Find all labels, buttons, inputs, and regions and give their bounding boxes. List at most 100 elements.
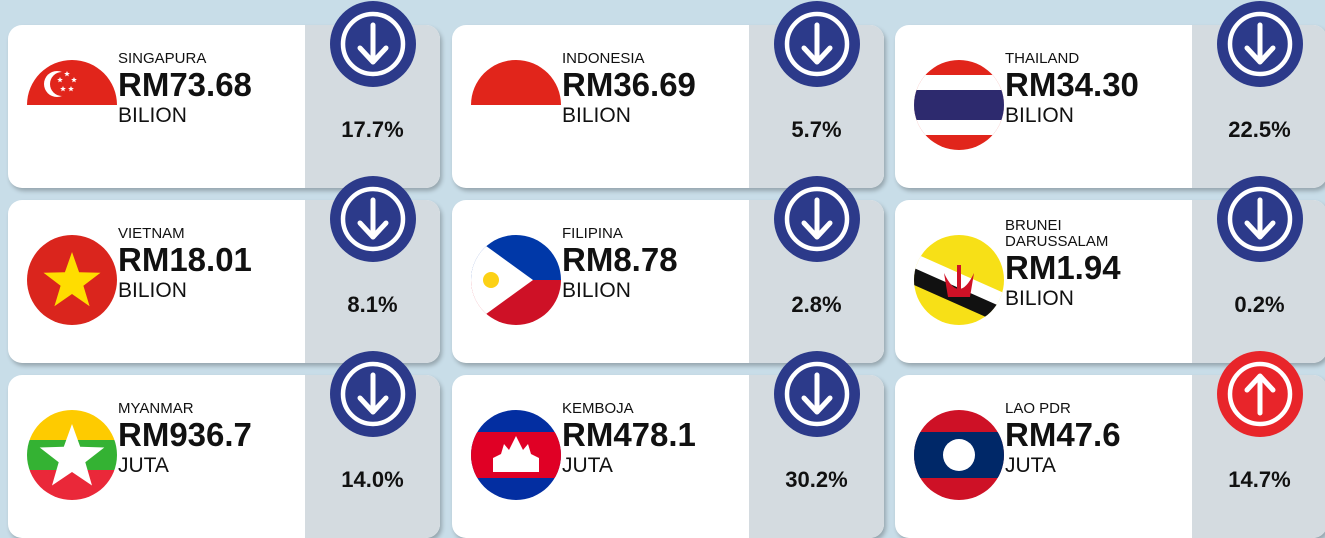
icon-ring xyxy=(1227,186,1293,252)
icon-arrow xyxy=(1244,373,1276,416)
icon-ring xyxy=(1227,11,1293,77)
country-name: SINGAPURA xyxy=(118,50,207,67)
trade-value: RM47.6 xyxy=(1005,416,1121,453)
change-percent: 5.7% xyxy=(791,117,842,142)
text-block: THAILAND RM34.30 BILION xyxy=(1005,25,1185,155)
country-name: LAO PDR xyxy=(1005,400,1071,417)
flag xyxy=(27,410,117,500)
flag xyxy=(914,235,1004,325)
flag-art xyxy=(471,60,561,150)
card: MYANMAR RM936.7 JUTA 14.0% xyxy=(8,351,440,538)
flag xyxy=(27,60,117,150)
icon-ring xyxy=(784,186,850,252)
change-percent: 17.7% xyxy=(341,117,404,142)
value-unit: JUTA xyxy=(1005,454,1056,477)
icon-arrow xyxy=(801,197,833,240)
flag-part xyxy=(914,90,1004,120)
icon-ring xyxy=(1227,361,1293,427)
text-block: VIETNAM RM18.01 BILION xyxy=(118,200,298,330)
direction-icon xyxy=(1217,1,1303,87)
direction-icon xyxy=(330,1,416,87)
direction-icon xyxy=(1217,176,1303,262)
flag-art xyxy=(914,235,1004,325)
flag-part xyxy=(39,424,105,486)
flag-part xyxy=(471,60,561,105)
card: VIETNAM RM18.01 BILION 8.1% xyxy=(8,176,440,363)
flag-art xyxy=(471,235,561,325)
direction-icon xyxy=(774,351,860,437)
text-block: MYANMAR RM936.7 JUTA xyxy=(118,375,298,505)
card: FILIPINA RM8.78 BILION 2.8% xyxy=(452,176,884,363)
flag-art xyxy=(914,60,1004,150)
trade-value: RM478.1 xyxy=(562,416,696,453)
flag-art xyxy=(27,235,117,325)
change-percent: 22.5% xyxy=(1228,117,1291,142)
icon-ring xyxy=(340,186,406,252)
icon-ring xyxy=(340,361,406,427)
text-block: FILIPINA RM8.78 BILION xyxy=(562,200,742,330)
flag-part xyxy=(944,273,974,297)
icon-arrow xyxy=(357,22,389,65)
card: SINGAPURA RM73.68 BILION 17.7% xyxy=(8,1,440,188)
country-name: INDONESIA xyxy=(562,50,645,67)
icon-arrow xyxy=(357,372,389,415)
change-percent: 8.1% xyxy=(347,292,398,317)
country-name: VIETNAM xyxy=(118,225,185,242)
flag-part xyxy=(943,439,975,471)
flag xyxy=(27,235,117,325)
flag-part xyxy=(27,470,117,500)
flag-part xyxy=(471,105,561,150)
flag-art xyxy=(471,410,561,500)
flag-part xyxy=(957,265,961,295)
country-name: THAILAND xyxy=(1005,50,1080,67)
flag-part xyxy=(493,436,539,472)
change-percent: 14.7% xyxy=(1228,467,1291,492)
flag xyxy=(914,60,1004,150)
card: BRUNEI DARUSSALAM RM1.94 BILION 0.2% xyxy=(895,176,1325,363)
flag-part xyxy=(471,235,533,325)
trade-value: RM73.68 xyxy=(118,66,252,103)
card: LAO PDR RM47.6 JUTA 14.7% xyxy=(895,351,1325,538)
country-name: BRUNEI DARUSSALAM xyxy=(1005,217,1109,250)
card: THAILAND RM34.30 BILION 22.5% xyxy=(895,1,1325,188)
trade-value: RM1.94 xyxy=(1005,249,1121,286)
value-unit: BILION xyxy=(1005,104,1074,127)
flag-part xyxy=(27,105,117,150)
text-block: INDONESIA RM36.69 BILION xyxy=(562,25,742,155)
icon-ring xyxy=(340,11,406,77)
card: KEMBOJA RM478.1 JUTA 30.2% xyxy=(452,351,884,538)
text-block: BRUNEI DARUSSALAM RM1.94 BILION xyxy=(1005,200,1185,330)
flag-part xyxy=(43,252,101,307)
flag-art xyxy=(27,410,117,500)
flag-art xyxy=(914,410,1004,500)
direction-icon xyxy=(330,351,416,437)
card: INDONESIA RM36.69 BILION 5.7% xyxy=(452,1,884,188)
flag-part xyxy=(50,72,74,96)
trade-value: RM936.7 xyxy=(118,416,252,453)
icon-arrow xyxy=(1244,197,1276,240)
value-unit: JUTA xyxy=(562,454,613,477)
flag xyxy=(471,60,561,150)
direction-icon xyxy=(1217,351,1303,437)
trade-value: RM34.30 xyxy=(1005,66,1139,103)
value-unit: BILION xyxy=(1005,287,1074,310)
value-unit: BILION xyxy=(562,279,631,302)
text-block: LAO PDR RM47.6 JUTA xyxy=(1005,375,1185,505)
text-block: SINGAPURA RM73.68 BILION xyxy=(118,25,298,155)
flag-part xyxy=(57,71,77,92)
country-name: KEMBOJA xyxy=(562,400,634,417)
flag xyxy=(471,410,561,500)
change-percent: 2.8% xyxy=(791,292,842,317)
icon-arrow xyxy=(357,197,389,240)
change-percent: 14.0% xyxy=(341,467,404,492)
change-percent: 0.2% xyxy=(1234,292,1285,317)
page: SINGAPURA RM73.68 BILION 17.7% INDONESIA RM36… xyxy=(8,1,1325,538)
direction-icon xyxy=(330,176,416,262)
value-unit: JUTA xyxy=(118,454,169,477)
icon-ring xyxy=(784,11,850,77)
flag-art xyxy=(27,60,117,150)
icon-arrow xyxy=(1244,22,1276,65)
value-unit: BILION xyxy=(118,279,187,302)
direction-icon xyxy=(774,176,860,262)
flag-part xyxy=(483,272,499,288)
